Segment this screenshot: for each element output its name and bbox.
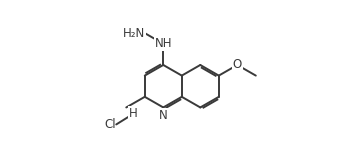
Text: H: H — [129, 107, 138, 120]
Text: Cl: Cl — [105, 118, 116, 131]
Text: H₂N: H₂N — [123, 27, 145, 40]
Text: N: N — [159, 109, 168, 122]
Text: NH: NH — [155, 37, 172, 50]
Text: O: O — [233, 58, 242, 71]
